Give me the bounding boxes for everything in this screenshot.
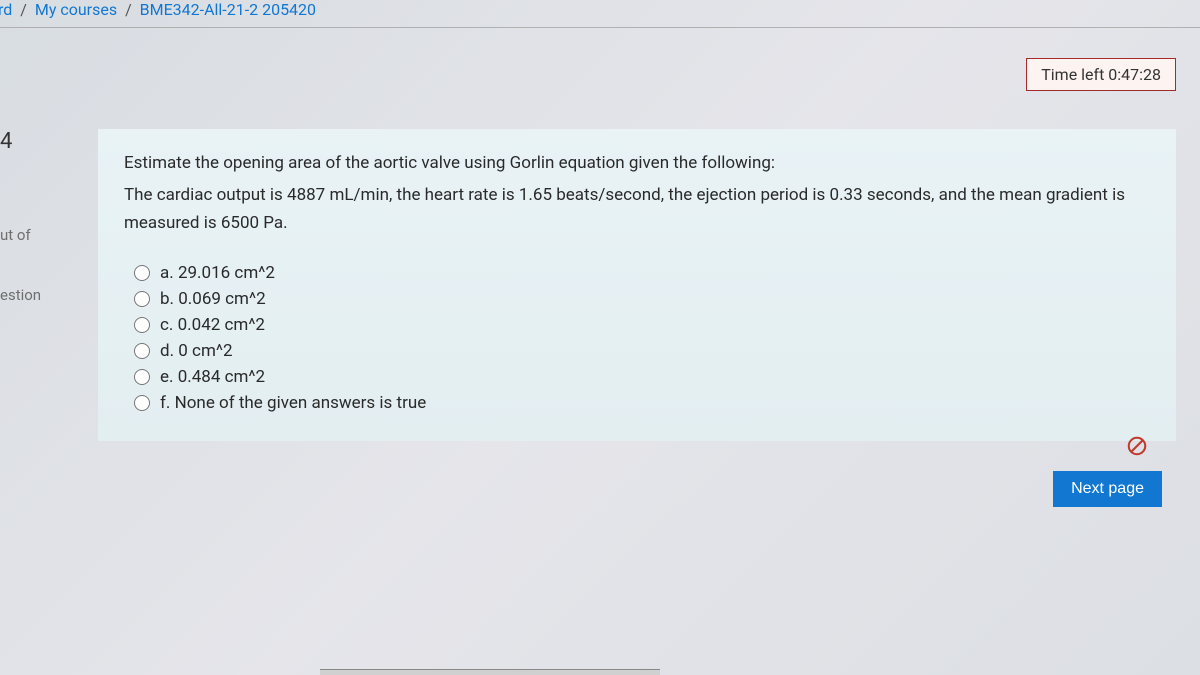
question-line: The cardiac output is 4887 mL/min, the h… xyxy=(124,181,1150,237)
breadcrumb-sep: / xyxy=(121,0,136,19)
option-d-radio[interactable] xyxy=(134,343,150,359)
next-page-button[interactable]: Next page xyxy=(1053,471,1162,507)
question-text: Estimate the opening area of the aortic … xyxy=(124,149,1150,237)
breadcrumb-sep: / xyxy=(16,0,31,19)
option-b[interactable]: b. 0.069 cm^2 xyxy=(134,289,1150,309)
flag-question-label[interactable]: estion xyxy=(0,286,42,304)
option-e[interactable]: e. 0.484 cm^2 xyxy=(134,367,1150,387)
no-entry-icon xyxy=(1126,435,1148,459)
option-d-label: d. 0 cm^2 xyxy=(160,341,233,361)
option-f-label: f. None of the given answers is true xyxy=(160,393,426,413)
answer-options: a. 29.016 cm^2 b. 0.069 cm^2 c. 0.042 cm… xyxy=(124,263,1150,413)
option-d[interactable]: d. 0 cm^2 xyxy=(134,341,1150,361)
option-a-radio[interactable] xyxy=(134,265,150,281)
question-panel: Estimate the opening area of the aortic … xyxy=(98,129,1176,441)
breadcrumb-item[interactable]: rd xyxy=(0,0,12,19)
option-c-label: c. 0.042 cm^2 xyxy=(160,315,265,335)
time-left-box: Time left 0:47:28 xyxy=(1026,58,1176,91)
question-info-sidebar: 4 ut of estion xyxy=(0,129,42,441)
option-f[interactable]: f. None of the given answers is true xyxy=(134,393,1150,413)
option-c-radio[interactable] xyxy=(134,317,150,333)
marks-out-of-label: ut of xyxy=(0,226,42,244)
option-a-label: a. 29.016 cm^2 xyxy=(160,263,275,283)
option-c[interactable]: c. 0.042 cm^2 xyxy=(134,315,1150,335)
question-number: 4 xyxy=(0,129,42,154)
question-line: Estimate the opening area of the aortic … xyxy=(124,149,1150,177)
option-b-radio[interactable] xyxy=(134,291,150,307)
option-b-label: b. 0.069 cm^2 xyxy=(160,289,266,309)
breadcrumb: rd / My courses / BME342-All-21-2 205420 xyxy=(0,0,1200,28)
option-e-radio[interactable] xyxy=(134,369,150,385)
breadcrumb-item[interactable]: BME342-All-21-2 205420 xyxy=(140,0,316,19)
option-f-radio[interactable] xyxy=(134,395,150,411)
window-edge xyxy=(320,669,660,675)
breadcrumb-item[interactable]: My courses xyxy=(35,0,117,19)
option-e-label: e. 0.484 cm^2 xyxy=(160,367,265,387)
option-a[interactable]: a. 29.016 cm^2 xyxy=(134,263,1150,283)
